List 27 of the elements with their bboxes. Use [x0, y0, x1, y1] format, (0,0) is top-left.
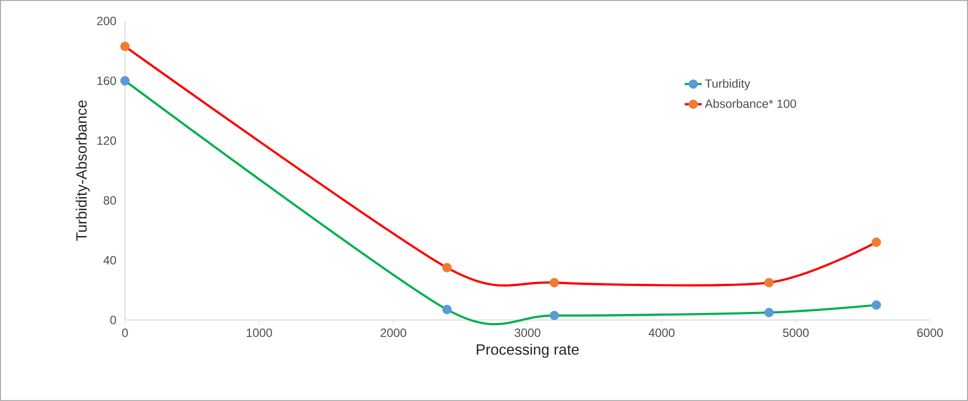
legend-label: Turbidity	[705, 79, 750, 90]
legend-label: Absorbance* 100	[704, 99, 796, 108]
x-tick-label: 1000	[246, 328, 272, 337]
point	[550, 310, 560, 320]
y-tick-label: 80	[104, 196, 116, 205]
x-tick-label: 5000	[783, 328, 809, 337]
x-axis-title: Processing rate	[476, 344, 579, 358]
point	[550, 278, 560, 288]
point	[872, 238, 882, 247]
y-axis-title: Turbidity-Absorbance	[76, 100, 90, 241]
point	[120, 42, 130, 52]
y-tick-label: 120	[97, 136, 116, 145]
point	[442, 262, 452, 272]
x-tick-label: 0	[122, 328, 128, 337]
point	[764, 308, 774, 318]
x-tick-label: 3000	[514, 328, 540, 337]
point	[872, 300, 882, 310]
point	[764, 278, 774, 288]
x-tick-label: 6000	[917, 328, 943, 337]
x-tick-label: 2000	[380, 328, 406, 337]
point	[442, 304, 452, 314]
y-tick-label: 40	[103, 256, 116, 264]
point	[120, 76, 130, 86]
y-tick-label: 160	[97, 76, 116, 86]
x-tick-label: 4000	[648, 328, 675, 337]
y-tick-label: 200	[97, 16, 116, 26]
y-tick-label: 0	[110, 316, 116, 324]
